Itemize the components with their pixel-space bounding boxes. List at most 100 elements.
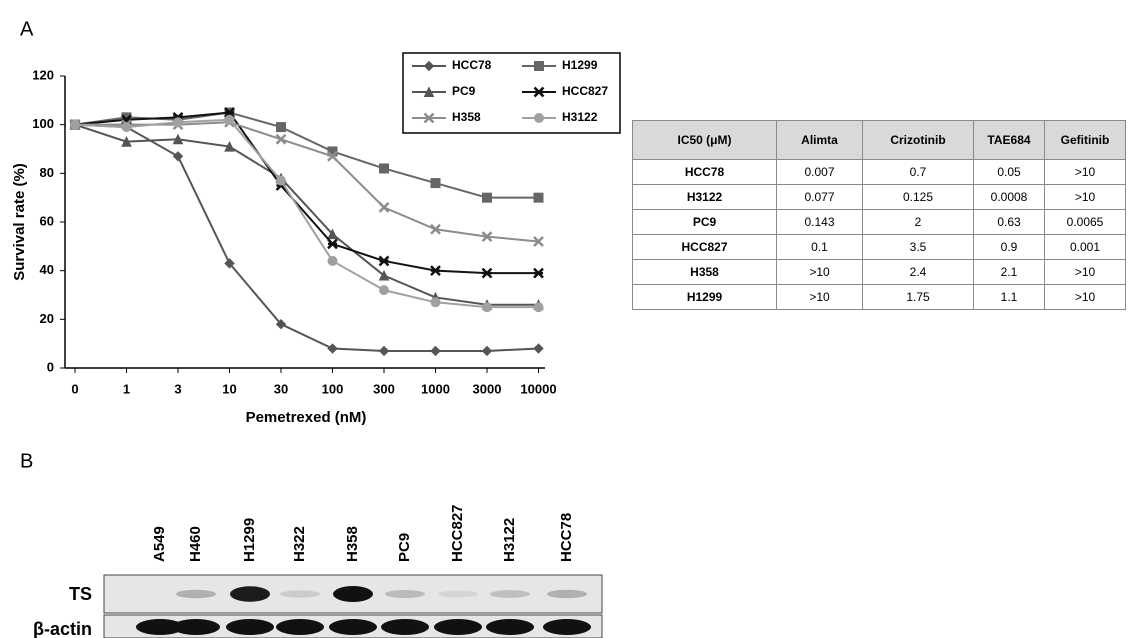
table-cell: >10 [1045, 260, 1126, 285]
panel-label: A [20, 18, 34, 40]
ts-band [547, 590, 587, 599]
table-cell: 0.007 [777, 160, 863, 185]
table-cell: >10 [1045, 285, 1126, 310]
marker [431, 266, 440, 275]
actin-band [276, 619, 324, 635]
marker [483, 193, 492, 202]
marker [174, 118, 183, 127]
table-cell: 0.63 [974, 210, 1045, 235]
ts-band [230, 586, 270, 602]
legend-label: H358 [452, 110, 481, 124]
ts-band [385, 590, 425, 598]
table-cell: 0.0008 [974, 185, 1045, 210]
legend-label: H3122 [562, 110, 598, 124]
legend-label: H1299 [562, 58, 598, 72]
x-tick-label: 3 [174, 381, 181, 396]
table-cell: >10 [777, 260, 863, 285]
table-cell: 0.1 [777, 235, 863, 260]
x-tick-label: 300 [373, 381, 395, 396]
y-tick-label: 120 [32, 67, 54, 82]
y-tick-label: 80 [40, 165, 54, 180]
table-cell: H1299 [633, 285, 777, 310]
table-cell: 0.0065 [1045, 210, 1126, 235]
x-tick-label: 3000 [473, 381, 502, 396]
table-cell: 0.001 [1045, 235, 1126, 260]
marker [535, 114, 544, 123]
legend-label: HCC827 [562, 84, 608, 98]
y-tick-label: 40 [40, 262, 54, 277]
table-cell: H358 [633, 260, 777, 285]
lane-label: H322 [291, 526, 308, 562]
table-cell: 0.05 [974, 160, 1045, 185]
actin-band [226, 619, 274, 635]
actin-band [434, 619, 482, 635]
table-cell: 3.5 [863, 235, 974, 260]
marker [380, 256, 389, 265]
table-cell: HCC78 [633, 160, 777, 185]
lane-label: H460 [187, 526, 204, 562]
table-cell: 0.9 [974, 235, 1045, 260]
x-tick-label: 0 [71, 381, 78, 396]
marker [328, 239, 337, 248]
blot-row-label: β-actin [33, 619, 92, 638]
table-cell: 2 [863, 210, 974, 235]
marker [122, 123, 131, 132]
marker [328, 256, 337, 265]
lane-label: HCC78 [558, 513, 575, 562]
marker [380, 346, 389, 355]
table-cell: 1.75 [863, 285, 974, 310]
table-header-cell: Alimta [777, 121, 863, 160]
blot-row-label: TS [69, 584, 92, 604]
y-axis-label: Survival rate (%) [11, 163, 28, 281]
x-tick-label: 30 [274, 381, 288, 396]
table-cell: 2.4 [863, 260, 974, 285]
table-cell: >10 [777, 285, 863, 310]
x-axis-label: Pemetrexed (nM) [246, 409, 367, 426]
marker [534, 269, 543, 278]
table-row: H31220.0770.1250.0008>10 [633, 185, 1126, 210]
y-tick-label: 20 [40, 311, 54, 326]
x-tick-label: 10000 [520, 381, 556, 396]
lane-label: H3122 [501, 518, 518, 562]
lane-label: HCC827 [449, 504, 466, 562]
y-tick-label: 60 [40, 213, 54, 228]
lane-label: H358 [344, 526, 361, 562]
lane-label: A549 [151, 526, 168, 562]
marker [431, 179, 440, 188]
figure: A B Pemetrexed (nM) Survival rate (%) TS… [0, 0, 1134, 638]
table-cell: PC9 [633, 210, 777, 235]
figure-canvas: A B Pemetrexed (nM) Survival rate (%) TS… [0, 0, 1134, 638]
marker [380, 286, 389, 295]
marker [380, 203, 389, 212]
marker [483, 269, 492, 278]
panel-label: B [20, 450, 33, 472]
table-cell: 0.077 [777, 185, 863, 210]
actin-band [172, 619, 220, 635]
series-line [75, 125, 539, 351]
marker [277, 123, 286, 132]
marker [483, 346, 492, 355]
marker [534, 303, 543, 312]
table-row: PC90.14320.630.0065 [633, 210, 1126, 235]
x-tick-label: 1 [123, 381, 130, 396]
table-row: HCC8270.13.50.90.001 [633, 235, 1126, 260]
marker [483, 303, 492, 312]
table-header-cell: Crizotinib [863, 121, 974, 160]
ts-band [490, 590, 530, 598]
marker [380, 164, 389, 173]
marker [225, 115, 234, 124]
ts-band [438, 591, 478, 598]
table-cell: HCC827 [633, 235, 777, 260]
y-tick-label: 0 [47, 359, 54, 374]
table-cell: >10 [1045, 160, 1126, 185]
marker [277, 176, 286, 185]
x-tick-label: 10 [222, 381, 236, 396]
table-cell: >10 [1045, 185, 1126, 210]
table-cell: H3122 [633, 185, 777, 210]
marker [328, 344, 337, 353]
marker [534, 344, 543, 353]
legend-label: PC9 [452, 84, 476, 98]
